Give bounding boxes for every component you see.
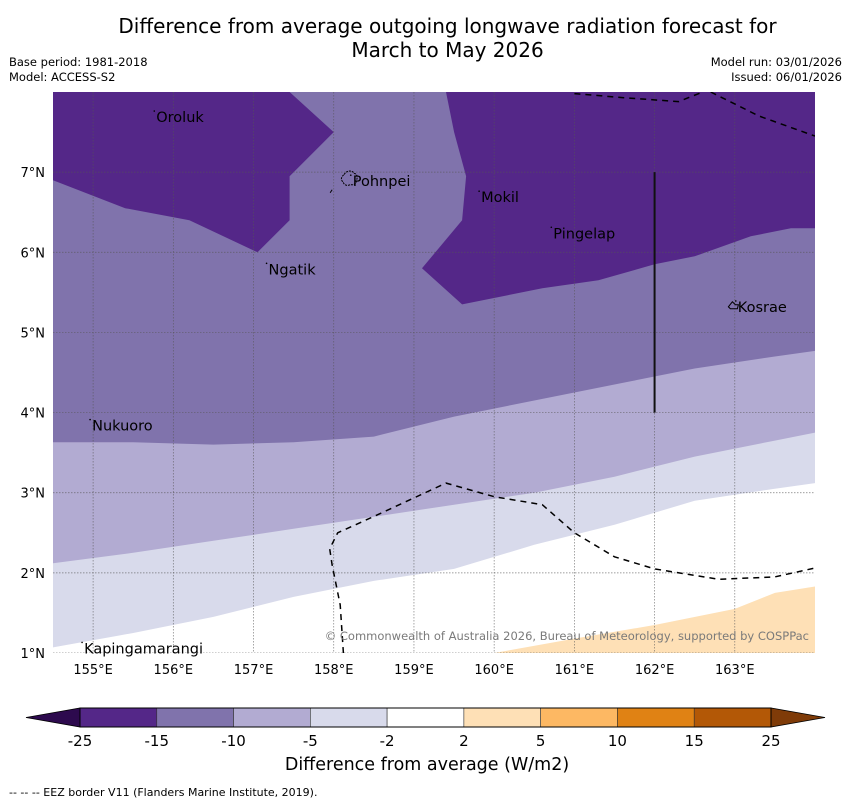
lat-tick-label: 6°N bbox=[21, 246, 46, 261]
place-marker-nukuoro bbox=[89, 418, 91, 421]
place-marker-pingelap bbox=[550, 226, 553, 229]
lon-tick-label: 159°E bbox=[394, 663, 434, 678]
region-minus15-to-minus25-east bbox=[422, 92, 815, 305]
colorbar-segment bbox=[310, 707, 388, 728]
place-marker-oroluk bbox=[153, 110, 156, 112]
model-run: Model run: 03/01/2026 bbox=[710, 55, 842, 69]
colorbar-segment bbox=[386, 707, 465, 728]
ant-atoll-mark bbox=[329, 189, 333, 194]
lon-tick-label: 162°E bbox=[635, 663, 675, 678]
colorbar-tick-label: -25 bbox=[68, 732, 93, 750]
place-label-mokil: Mokil bbox=[481, 190, 519, 206]
eez-footnote: -- -- -- EEZ border V11 (Flanders Marine… bbox=[9, 786, 318, 799]
colorbar-tick-label: -2 bbox=[380, 732, 395, 750]
colorbar-segment bbox=[156, 707, 234, 728]
colorbar-tick-label: 25 bbox=[761, 732, 780, 750]
lon-tick-label: 156°E bbox=[154, 663, 194, 678]
lat-tick-label: 3°N bbox=[21, 487, 46, 502]
model-name: Model: ACCESS-S2 bbox=[9, 70, 116, 84]
colorbar-extend-over bbox=[770, 707, 826, 728]
lon-tick-label: 160°E bbox=[474, 663, 514, 678]
colorbar-tick-label: -10 bbox=[221, 732, 246, 750]
lon-tick-label: 161°E bbox=[555, 663, 595, 678]
colorbar-segment bbox=[79, 707, 158, 728]
colorbar-segment bbox=[233, 707, 311, 728]
lat-tick-label: 1°N bbox=[21, 647, 46, 662]
colorbar-tick-label: 15 bbox=[685, 732, 704, 750]
colorbar-segment bbox=[617, 707, 695, 728]
lon-tick-label: 155°E bbox=[73, 663, 113, 678]
place-marker-pohnpei bbox=[349, 174, 352, 176]
base-period: Base period: 1981-2018 bbox=[9, 55, 148, 69]
colorbar-tick-label: 5 bbox=[536, 732, 546, 750]
meta-right: Model run: 03/01/2026 Issued: 06/01/2026 bbox=[711, 55, 842, 85]
issued-date: Issued: 06/01/2026 bbox=[731, 70, 842, 84]
colorbar-segment bbox=[693, 707, 772, 728]
pohnpei-island-outline bbox=[340, 170, 358, 186]
place-label-kapingamarangi: Kapingamarangi bbox=[84, 641, 203, 657]
eez-border bbox=[710, 92, 815, 137]
place-marker-kosrae bbox=[734, 300, 737, 302]
copyright-text: © Commonwealth of Australia 2026, Bureau… bbox=[325, 629, 809, 643]
place-label-oroluk: Oroluk bbox=[156, 110, 204, 126]
place-label-nukuoro: Nukuoro bbox=[92, 419, 153, 435]
colorbar-tick-label: -5 bbox=[303, 732, 318, 750]
colorbar-outline bbox=[79, 707, 772, 728]
lon-tick-label: 158°E bbox=[314, 663, 354, 678]
lat-tick-label: 4°N bbox=[21, 407, 46, 422]
place-marker-ngatik bbox=[265, 262, 268, 265]
place-label-ngatik: Ngatik bbox=[269, 262, 317, 278]
colorbar-tick-label: 10 bbox=[608, 732, 627, 750]
map-fill-layer bbox=[53, 92, 815, 653]
lon-tick-label: 157°E bbox=[234, 663, 274, 678]
colorbar-segment bbox=[540, 707, 618, 728]
colorbar-label: Difference from average (W/m2) bbox=[284, 755, 570, 775]
lat-tick-label: 5°N bbox=[21, 326, 46, 341]
colorbar-tick-label: 2 bbox=[459, 732, 469, 750]
lat-tick-label: 7°N bbox=[21, 166, 46, 181]
place-marker-kapingamarangi bbox=[81, 641, 83, 644]
lon-tick-label: 163°E bbox=[715, 663, 755, 678]
meta-left: Base period: 1981-2018 Model: ACCESS-S2 bbox=[9, 55, 148, 85]
title-line-1: Difference from average outgoing longwav… bbox=[118, 14, 777, 38]
title-line-2: March to May 2026 bbox=[351, 38, 544, 62]
colorbar-tick-label: -15 bbox=[145, 732, 170, 750]
place-label-pohnpei: Pohnpei bbox=[353, 174, 411, 190]
colorbar-segment bbox=[463, 707, 541, 728]
chart-title: Difference from average outgoing longwav… bbox=[0, 14, 850, 62]
place-label-kosrae: Kosrae bbox=[738, 300, 787, 316]
place-label-pingelap: Pingelap bbox=[553, 226, 615, 242]
kosrae-island-outline bbox=[727, 301, 740, 310]
region-minus15-to-minus25-west bbox=[53, 92, 334, 253]
place-marker-mokil bbox=[478, 190, 480, 192]
eez-border bbox=[574, 92, 703, 103]
lat-tick-label: 2°N bbox=[21, 567, 46, 582]
colorbar-extend-under bbox=[25, 707, 81, 728]
